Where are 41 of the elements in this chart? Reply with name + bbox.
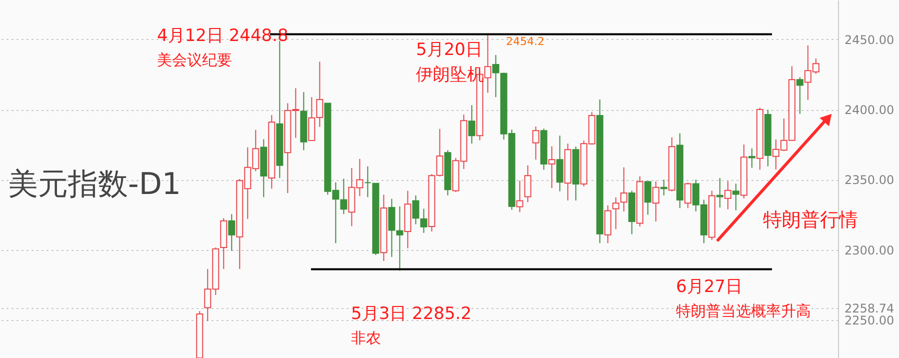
candlestick bbox=[796, 76, 804, 114]
annotation: 特朗普当选概率升高 bbox=[676, 302, 811, 320]
candlestick bbox=[716, 178, 724, 208]
candlestick bbox=[684, 182, 692, 209]
candlestick bbox=[468, 104, 476, 144]
candlestick bbox=[388, 198, 396, 258]
candlestick bbox=[548, 146, 556, 189]
text: 美元指数-D1 bbox=[8, 167, 182, 202]
candlestick bbox=[620, 166, 628, 212]
candlestick bbox=[612, 196, 620, 230]
candlestick bbox=[748, 148, 756, 168]
candlestick bbox=[556, 135, 564, 192]
annotation: 5月3日 2285.2 bbox=[351, 304, 472, 324]
candlestick bbox=[340, 178, 348, 215]
y-tick-label: 2350.00 bbox=[844, 173, 894, 188]
candlestick bbox=[492, 54, 500, 98]
annotation: 2454.2 bbox=[506, 35, 544, 48]
annotation: 4月12日 2448.8 bbox=[157, 26, 288, 46]
annotation: 美会议纪要 bbox=[157, 51, 232, 69]
y-tick-label: 2250.00 bbox=[844, 314, 894, 328]
y-tick-label: 2450.00 bbox=[844, 32, 894, 47]
candlestick bbox=[396, 206, 404, 272]
candlestick bbox=[524, 164, 532, 203]
candlestick bbox=[364, 166, 372, 198]
annotation: 5月20日 bbox=[416, 40, 482, 60]
candlestick bbox=[228, 214, 236, 252]
candlestick bbox=[652, 180, 660, 222]
candlestick bbox=[516, 180, 524, 213]
candlestick bbox=[644, 180, 652, 216]
candlestick bbox=[732, 183, 740, 211]
annotation: 非农 bbox=[351, 329, 381, 347]
annotation: 6月27日 bbox=[676, 277, 742, 297]
candlestick bbox=[532, 126, 540, 160]
y-tick-label: 2258.74 bbox=[844, 301, 894, 316]
candlestick bbox=[724, 180, 732, 210]
candlestick bbox=[412, 194, 420, 225]
y-tick-label: 2400.00 bbox=[844, 103, 894, 118]
annotation: 特朗普行情 bbox=[763, 209, 858, 231]
candlestick bbox=[420, 208, 428, 234]
candlestick bbox=[660, 179, 668, 196]
y-tick-label: 2300.00 bbox=[844, 243, 894, 258]
